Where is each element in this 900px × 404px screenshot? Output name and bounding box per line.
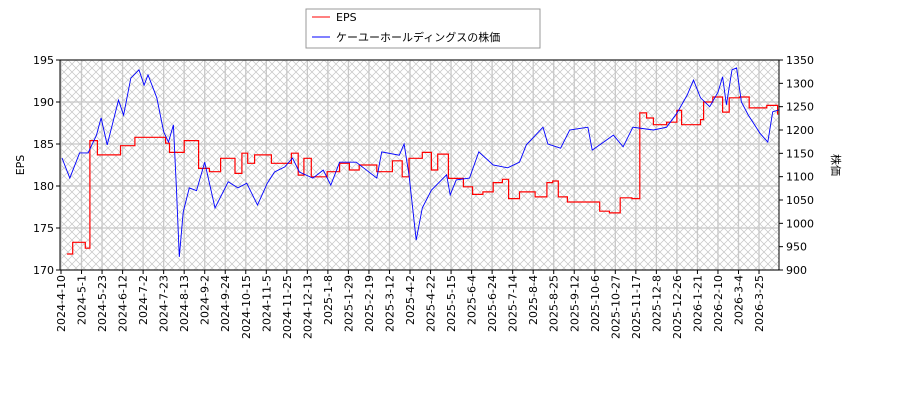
x-tick-label: 2025-4-22 <box>425 275 438 332</box>
x-tick-label: 2025-1-29 <box>342 275 355 332</box>
y-left-tick-label: 185 <box>33 138 54 151</box>
stock-price-line <box>61 67 779 257</box>
y-left-tick-label: 180 <box>33 180 54 193</box>
plot-area <box>60 60 779 270</box>
y-right-tick-label: 1200 <box>786 124 814 137</box>
x-tick-label: 2026-2-10 <box>712 275 725 332</box>
x-tick-label: 2024-8-13 <box>178 275 191 332</box>
legend-label-eps: EPS <box>336 11 357 24</box>
x-tick-label: 2025-10-6 <box>589 275 602 332</box>
x-tick-label: 2024-10-15 <box>240 275 253 339</box>
y-right-tick-label: 950 <box>786 241 807 254</box>
x-tick-label: 2025-4-2 <box>404 275 417 325</box>
x-tick-label: 2025-2-19 <box>363 275 376 332</box>
x-tick-label: 2024-11-5 <box>260 275 273 332</box>
x-tick-label: 2024-7-2 <box>137 275 150 325</box>
x-tick-label: 2024-4-10 <box>55 275 68 332</box>
y-right-tick-label: 1100 <box>786 171 814 184</box>
x-tick-label: 2025-7-14 <box>507 275 520 332</box>
x-tick-label: 2024-6-12 <box>117 275 130 332</box>
y-right-tick-label: 1250 <box>786 101 814 114</box>
y-left-tick-label: 175 <box>33 222 54 235</box>
x-tick-label: 2024-5-23 <box>96 275 109 332</box>
axes: 170 175 180 185 190 195 900 950 1000 1050 1100 1150… <box>33 54 814 339</box>
x-tick-label: 2024-5-1 <box>76 275 89 325</box>
y-left-tick-label: 195 <box>33 54 54 67</box>
y-right-tick-label: 1350 <box>786 54 814 67</box>
y-right-tick-label: 900 <box>786 264 807 277</box>
x-tick-label: 2025-6-24 <box>486 275 499 332</box>
x-tick-label: 2024-12-13 <box>301 275 314 339</box>
x-tick-label: 2025-1-8 <box>322 275 335 325</box>
x-tick-label: 2025-12-26 <box>671 275 684 339</box>
series-group <box>61 67 779 257</box>
y-right-tick-label: 1000 <box>786 217 814 230</box>
x-tick-label: 2026-3-4 <box>732 275 745 325</box>
x-tick-label: 2024-9-24 <box>219 275 232 332</box>
legend: EPS ケーユーホールディングスの株価 <box>305 8 541 49</box>
x-tick-label: 2025-3-12 <box>383 275 396 332</box>
x-tick-label: 2026-3-25 <box>753 275 766 332</box>
x-tick-label: 2026-1-21 <box>691 275 704 332</box>
x-tick-label: 2025-5-15 <box>445 275 458 332</box>
x-tick-label: 2024-11-25 <box>281 275 294 339</box>
y-right-tick-label: 1050 <box>786 194 814 207</box>
y-right-tick-label: 1150 <box>786 147 814 160</box>
eps-line <box>66 96 779 255</box>
x-tick-label: 2025-8-4 <box>527 275 540 325</box>
x-tick-label: 2025-8-25 <box>548 275 561 332</box>
y-right-tick-label: 1300 <box>786 77 814 90</box>
y-axis-right-label: 株価 <box>829 154 843 176</box>
legend-label-price: ケーユーホールディングスの株価 <box>336 30 500 44</box>
x-tick-label: 2024-9-2 <box>199 275 212 325</box>
plot-frame <box>59 59 780 271</box>
x-tick-label: 2025-11-17 <box>630 275 643 339</box>
y-left-tick-label: 170 <box>33 264 54 277</box>
x-tick-label: 2025-12-8 <box>650 275 663 332</box>
x-tick-label: 2025-6-4 <box>466 275 479 325</box>
y-axis-left-label: EPS <box>14 155 27 176</box>
x-tick-label: 2024-7-23 <box>158 275 171 332</box>
y-left-tick-label: 190 <box>33 96 54 109</box>
x-tick-label: 2025-10-27 <box>609 275 622 339</box>
x-tick-label: 2025-9-12 <box>568 275 581 332</box>
